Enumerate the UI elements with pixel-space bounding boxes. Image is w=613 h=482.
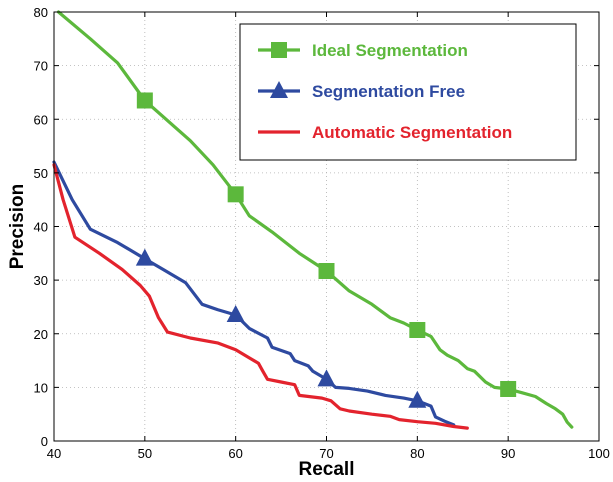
legend-item: Ideal Segmentation (258, 41, 468, 60)
series-marker (408, 390, 427, 408)
y-tick-label: 80 (34, 5, 48, 20)
series-marker (135, 248, 154, 266)
x-tick-label: 80 (410, 446, 424, 461)
series-marker (317, 369, 336, 387)
series-segmentation-free (52, 160, 456, 427)
x-tick-label: 90 (501, 446, 515, 461)
legend: Ideal Segmentation Segmentation Free Autom… (239, 23, 577, 161)
legend-swatch-marker (271, 42, 287, 58)
y-tick-label: 10 (34, 380, 48, 395)
series-marker (500, 380, 517, 397)
legend-item: Automatic Segmentation (258, 123, 512, 142)
legend-label: Automatic Segmentation (312, 123, 512, 142)
series-layer (52, 10, 574, 430)
series-marker (409, 321, 426, 338)
series-ideal-segmentation (56, 10, 574, 429)
x-tick-label: 40 (47, 446, 61, 461)
x-tick-label: 100 (588, 446, 610, 461)
y-tick-label: 0 (41, 434, 48, 449)
x-axis-label: Recall (299, 459, 355, 480)
y-tick-label: 50 (34, 166, 48, 181)
y-axis-label: Precision (7, 184, 28, 270)
legend-label: Segmentation Free (312, 82, 465, 101)
legend-item: Segmentation Free (258, 81, 465, 101)
series-marker (318, 263, 335, 280)
series-automatic-segmentation (52, 163, 469, 430)
y-tick-label: 70 (34, 59, 48, 74)
y-tick-label: 40 (34, 220, 48, 235)
series-line (52, 163, 469, 430)
legend-swatch-marker (270, 81, 288, 98)
series-marker (226, 304, 245, 322)
y-tick-label: 30 (34, 273, 48, 288)
series-marker (227, 186, 244, 203)
legend-label: Ideal Segmentation (312, 41, 468, 60)
series-marker (136, 92, 153, 109)
x-tick-label: 60 (228, 446, 242, 461)
x-tick-label: 70 (319, 446, 333, 461)
ticks: 40 50 60 70 80 90 100 0 10 20 30 40 50 60 70 80 (34, 5, 610, 461)
x-tick-label: 50 (138, 446, 152, 461)
series-line (52, 160, 456, 427)
y-tick-label: 20 (34, 327, 48, 342)
y-tick-label: 60 (34, 112, 48, 127)
